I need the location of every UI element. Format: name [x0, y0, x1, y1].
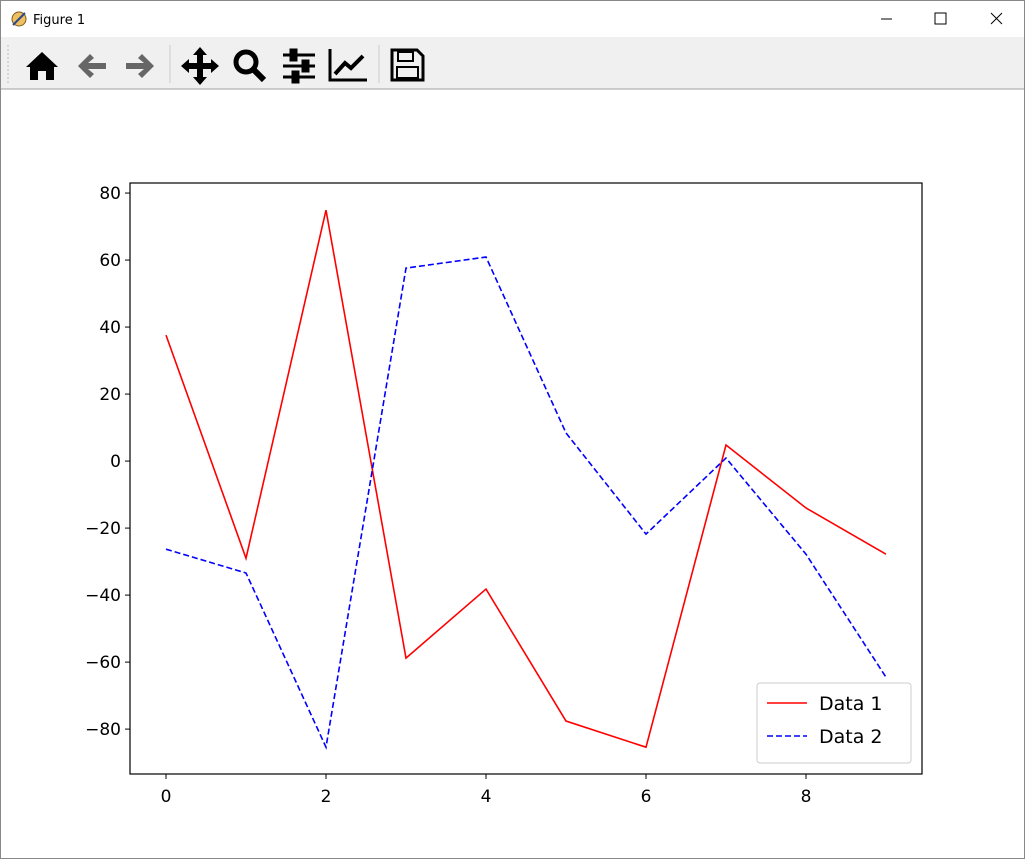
line-series: [165, 209, 887, 749]
configure-button[interactable]: [283, 48, 315, 84]
x-tick-label: 4: [481, 787, 492, 807]
plot: −80 −60 −40 −20 0 20 40 60 80 0 2 4 6 8 Data 1 Data 2: [85, 182, 923, 807]
x-tick-label: 0: [161, 787, 172, 807]
y-tick-label: −20: [85, 519, 121, 539]
x-tick-label: 8: [801, 787, 812, 807]
y-tick-label: −80: [85, 720, 121, 740]
legend-label: Data 1: [819, 693, 883, 715]
close-button[interactable]: [990, 12, 1003, 25]
home-button[interactable]: [26, 52, 58, 80]
save-button[interactable]: [390, 48, 425, 82]
axes-frame: [129, 182, 923, 775]
legend: Data 1 Data 2: [756, 682, 912, 764]
toolbar: [1, 37, 1024, 89]
app-icon: [11, 11, 27, 27]
title-bar: [1, 1, 1024, 37]
axes-edit-button[interactable]: [328, 49, 367, 82]
y-tick-label: −40: [85, 586, 121, 606]
back-button[interactable]: [78, 54, 106, 78]
x-tick-label: 2: [321, 787, 332, 807]
line-series: [165, 256, 887, 750]
y-tick-label: 0: [110, 452, 121, 472]
zoom-button[interactable]: [233, 49, 267, 83]
y-tick-label: −60: [85, 653, 121, 673]
x-tick-label: 6: [641, 787, 652, 807]
y-tick-label: 40: [99, 318, 121, 338]
legend-label: Data 2: [819, 726, 883, 748]
window-title: Figure 1: [33, 13, 85, 28]
maximize-button[interactable]: [934, 12, 947, 25]
forward-button[interactable]: [126, 54, 154, 78]
y-tick-label: 20: [99, 385, 121, 405]
y-tick-label: 60: [99, 251, 121, 271]
pan-button[interactable]: [181, 47, 219, 85]
y-tick-label: 80: [99, 184, 121, 204]
